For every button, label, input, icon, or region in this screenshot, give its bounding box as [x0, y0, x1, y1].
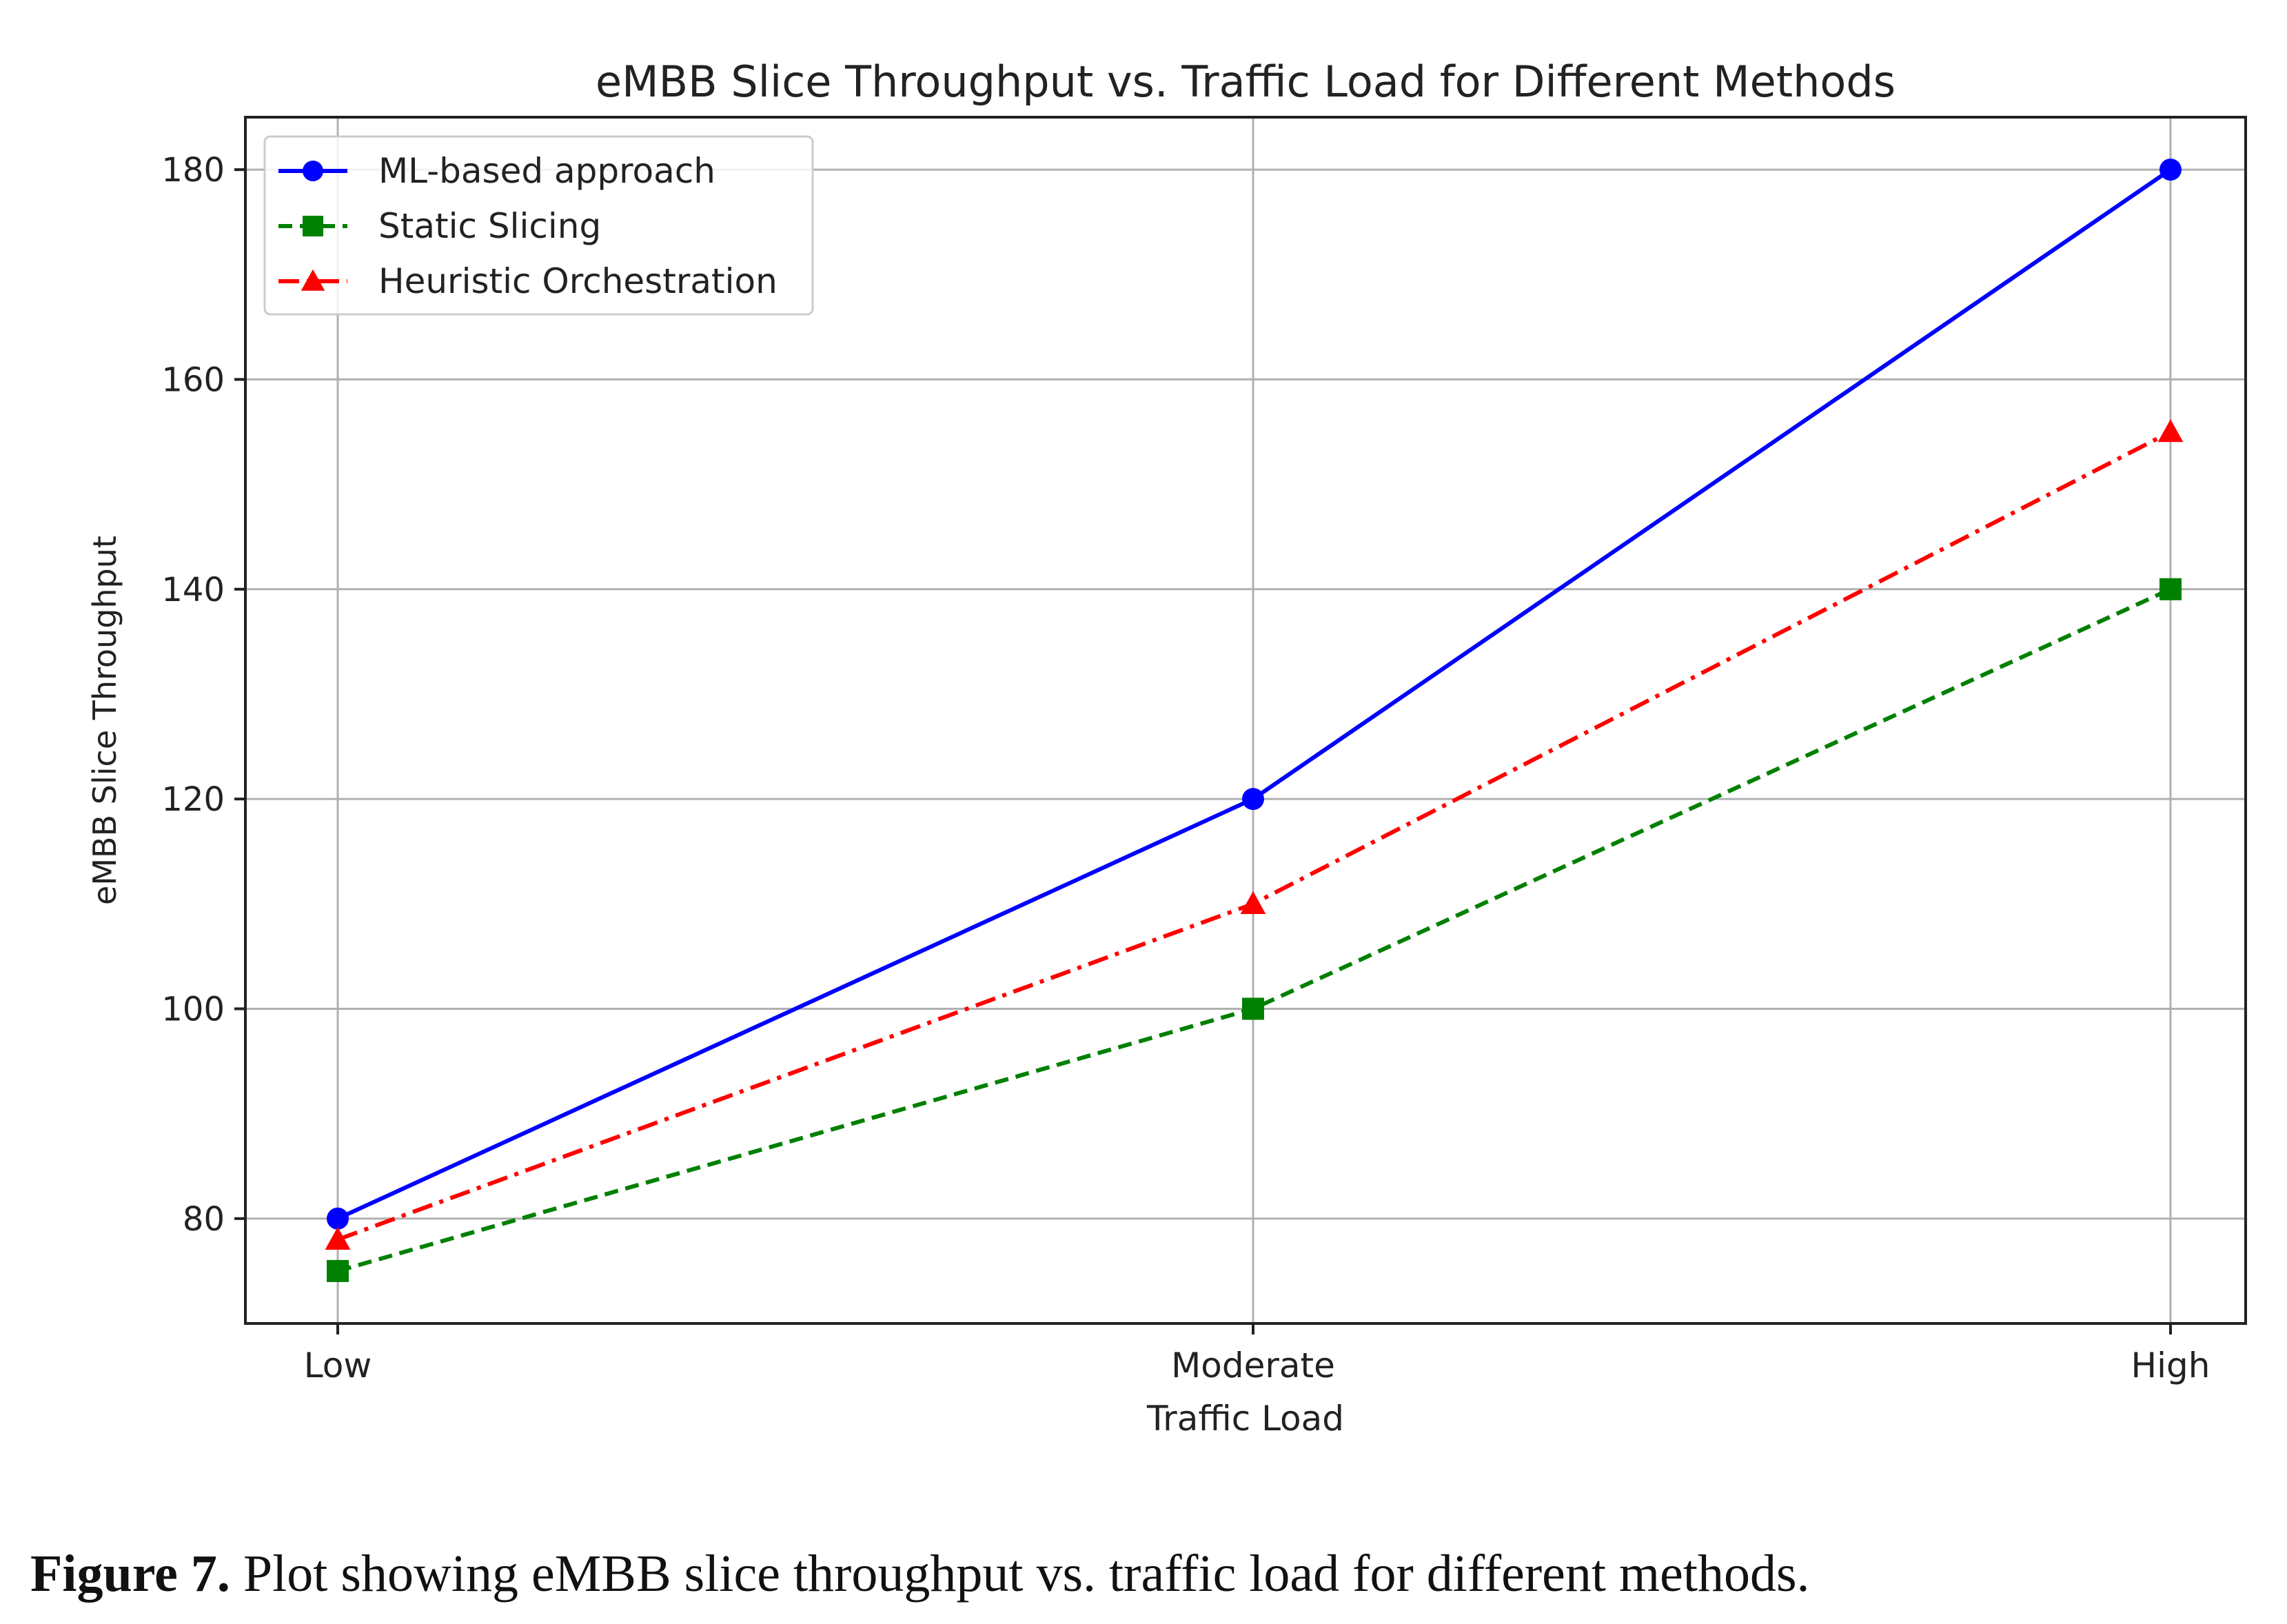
series-heuristic-orchestration — [325, 419, 2184, 1250]
data-point — [327, 1207, 349, 1230]
data-point — [325, 1226, 351, 1250]
legend-item: Heuristic Orchestration — [278, 261, 777, 301]
x-tick-label: Moderate — [1171, 1346, 1335, 1386]
data-point — [327, 1259, 349, 1282]
x-tick-label: High — [2131, 1346, 2210, 1386]
plot-frame — [244, 116, 2247, 1325]
data-point — [1242, 997, 1264, 1020]
x-axis-label: Traffic Load — [1146, 1399, 1344, 1439]
data-point — [2159, 578, 2182, 600]
legend-label: ML-based approach — [378, 151, 715, 191]
y-axis-label: eMBB Slice Throughput — [86, 536, 123, 905]
y-tick-label: 80 — [183, 1200, 225, 1239]
legend-box — [263, 135, 814, 316]
data-point — [303, 161, 323, 181]
legend-label: Heuristic Orchestration — [378, 261, 777, 301]
data-point — [303, 216, 323, 236]
legend-item: ML-based approach — [278, 151, 715, 191]
y-tick-label: 100 — [161, 990, 225, 1028]
series-static-slicing — [327, 578, 2182, 1282]
legend: ML-based approach Static Slicing Heuristic… — [263, 135, 814, 316]
series-group — [325, 159, 2184, 1282]
figure-caption-text: Plot showing eMBB slice throughput vs. t… — [230, 1545, 1810, 1603]
data-point — [301, 269, 325, 291]
legend-label: Static Slicing — [378, 206, 601, 246]
y-tick-label: 160 — [161, 361, 225, 399]
figure-label: Figure 7. — [30, 1545, 230, 1603]
x-tick-label: Low — [304, 1346, 372, 1386]
figure-caption: Figure 7. Plot showing eMBB slice throug… — [30, 1544, 2236, 1604]
data-point — [2159, 159, 2182, 181]
data-point — [2157, 419, 2184, 443]
chart-title: eMBB Slice Throughput vs. Traffic Load f… — [596, 57, 1895, 107]
axis-ticks: 80 100 120 140 160 180 Low Moderate High — [161, 151, 2210, 1386]
data-point — [1242, 788, 1264, 811]
data-point — [1240, 891, 1266, 915]
series-ml-based-approach — [327, 159, 2182, 1230]
line-chart: eMBB Slice Throughput vs. Traffic Load f… — [86, 57, 2247, 1439]
legend-item: Static Slicing — [278, 206, 601, 246]
y-tick-label: 180 — [161, 151, 225, 190]
y-tick-label: 120 — [161, 780, 225, 819]
y-tick-label: 140 — [161, 571, 225, 609]
